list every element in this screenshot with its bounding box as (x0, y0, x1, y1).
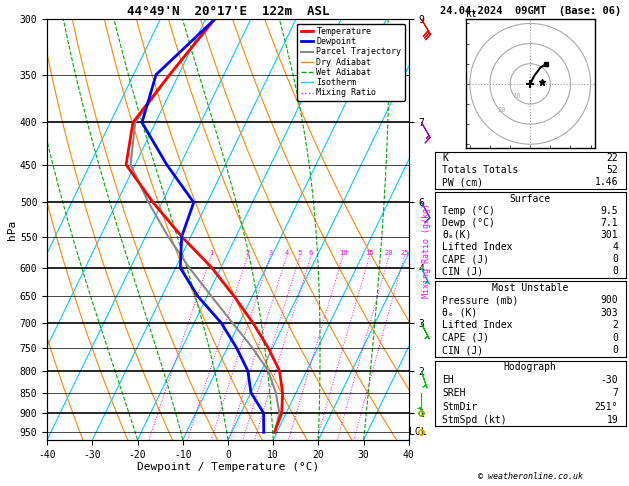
Text: PW (cm): PW (cm) (442, 177, 484, 188)
Text: 10: 10 (512, 93, 520, 99)
Text: Dewp (°C): Dewp (°C) (442, 218, 495, 228)
Y-axis label: hPa: hPa (7, 220, 17, 240)
Text: 7.1: 7.1 (601, 218, 618, 228)
Text: SREH: SREH (442, 388, 466, 399)
Text: 2: 2 (612, 320, 618, 330)
Text: 5: 5 (298, 250, 302, 256)
Text: 3: 3 (268, 250, 272, 256)
Text: θₑ (K): θₑ (K) (442, 308, 477, 318)
Text: 303: 303 (601, 308, 618, 318)
Text: EH: EH (442, 375, 454, 385)
Text: 7: 7 (612, 388, 618, 399)
Text: CAPE (J): CAPE (J) (442, 254, 489, 264)
Text: 6: 6 (309, 250, 313, 256)
X-axis label: Dewpoint / Temperature (°C): Dewpoint / Temperature (°C) (137, 462, 319, 472)
Text: Lifted Index: Lifted Index (442, 242, 513, 252)
Text: © weatheronline.co.uk: © weatheronline.co.uk (478, 472, 582, 481)
Text: 251°: 251° (594, 401, 618, 412)
Text: CIN (J): CIN (J) (442, 266, 484, 277)
Text: 9.5: 9.5 (601, 206, 618, 216)
Text: θₑ(K): θₑ(K) (442, 230, 472, 240)
Text: 20: 20 (385, 250, 393, 256)
Text: 301: 301 (601, 230, 618, 240)
Text: 22: 22 (606, 153, 618, 163)
Text: 1: 1 (209, 250, 213, 256)
Text: Most Unstable: Most Unstable (492, 283, 569, 293)
Text: Hodograph: Hodograph (504, 362, 557, 372)
Text: 24.04.2024  09GMT  (Base: 06): 24.04.2024 09GMT (Base: 06) (440, 6, 621, 16)
Text: 15: 15 (365, 250, 374, 256)
Text: 52: 52 (606, 165, 618, 175)
Text: Lifted Index: Lifted Index (442, 320, 513, 330)
Text: Surface: Surface (509, 193, 551, 204)
Text: 0: 0 (612, 333, 618, 343)
Text: -30: -30 (601, 375, 618, 385)
Text: 0: 0 (612, 346, 618, 355)
Text: 2: 2 (245, 250, 250, 256)
Text: CIN (J): CIN (J) (442, 346, 484, 355)
Text: 19: 19 (606, 415, 618, 425)
Text: 900: 900 (601, 295, 618, 305)
Text: LCL: LCL (409, 427, 426, 437)
Text: K: K (442, 153, 448, 163)
Legend: Temperature, Dewpoint, Parcel Trajectory, Dry Adiabat, Wet Adiabat, Isotherm, Mi: Temperature, Dewpoint, Parcel Trajectory… (297, 24, 404, 101)
Text: 1.46: 1.46 (594, 177, 618, 188)
Text: Temp (°C): Temp (°C) (442, 206, 495, 216)
Text: kt: kt (466, 9, 477, 18)
Text: Mixing Ratio (g/kg): Mixing Ratio (g/kg) (422, 203, 431, 298)
Y-axis label: km
ASL: km ASL (435, 219, 453, 241)
Text: 0: 0 (612, 266, 618, 277)
Text: Totals Totals: Totals Totals (442, 165, 519, 175)
Text: 25: 25 (400, 250, 409, 256)
Text: CAPE (J): CAPE (J) (442, 333, 489, 343)
Text: 4: 4 (285, 250, 289, 256)
Text: 10: 10 (339, 250, 347, 256)
Text: 4: 4 (612, 242, 618, 252)
Text: Pressure (mb): Pressure (mb) (442, 295, 519, 305)
Text: StmSpd (kt): StmSpd (kt) (442, 415, 507, 425)
Text: StmDir: StmDir (442, 401, 477, 412)
Title: 44°49'N  20°17'E  122m  ASL: 44°49'N 20°17'E 122m ASL (127, 5, 329, 18)
Text: 0: 0 (612, 254, 618, 264)
Text: 20: 20 (498, 107, 506, 113)
